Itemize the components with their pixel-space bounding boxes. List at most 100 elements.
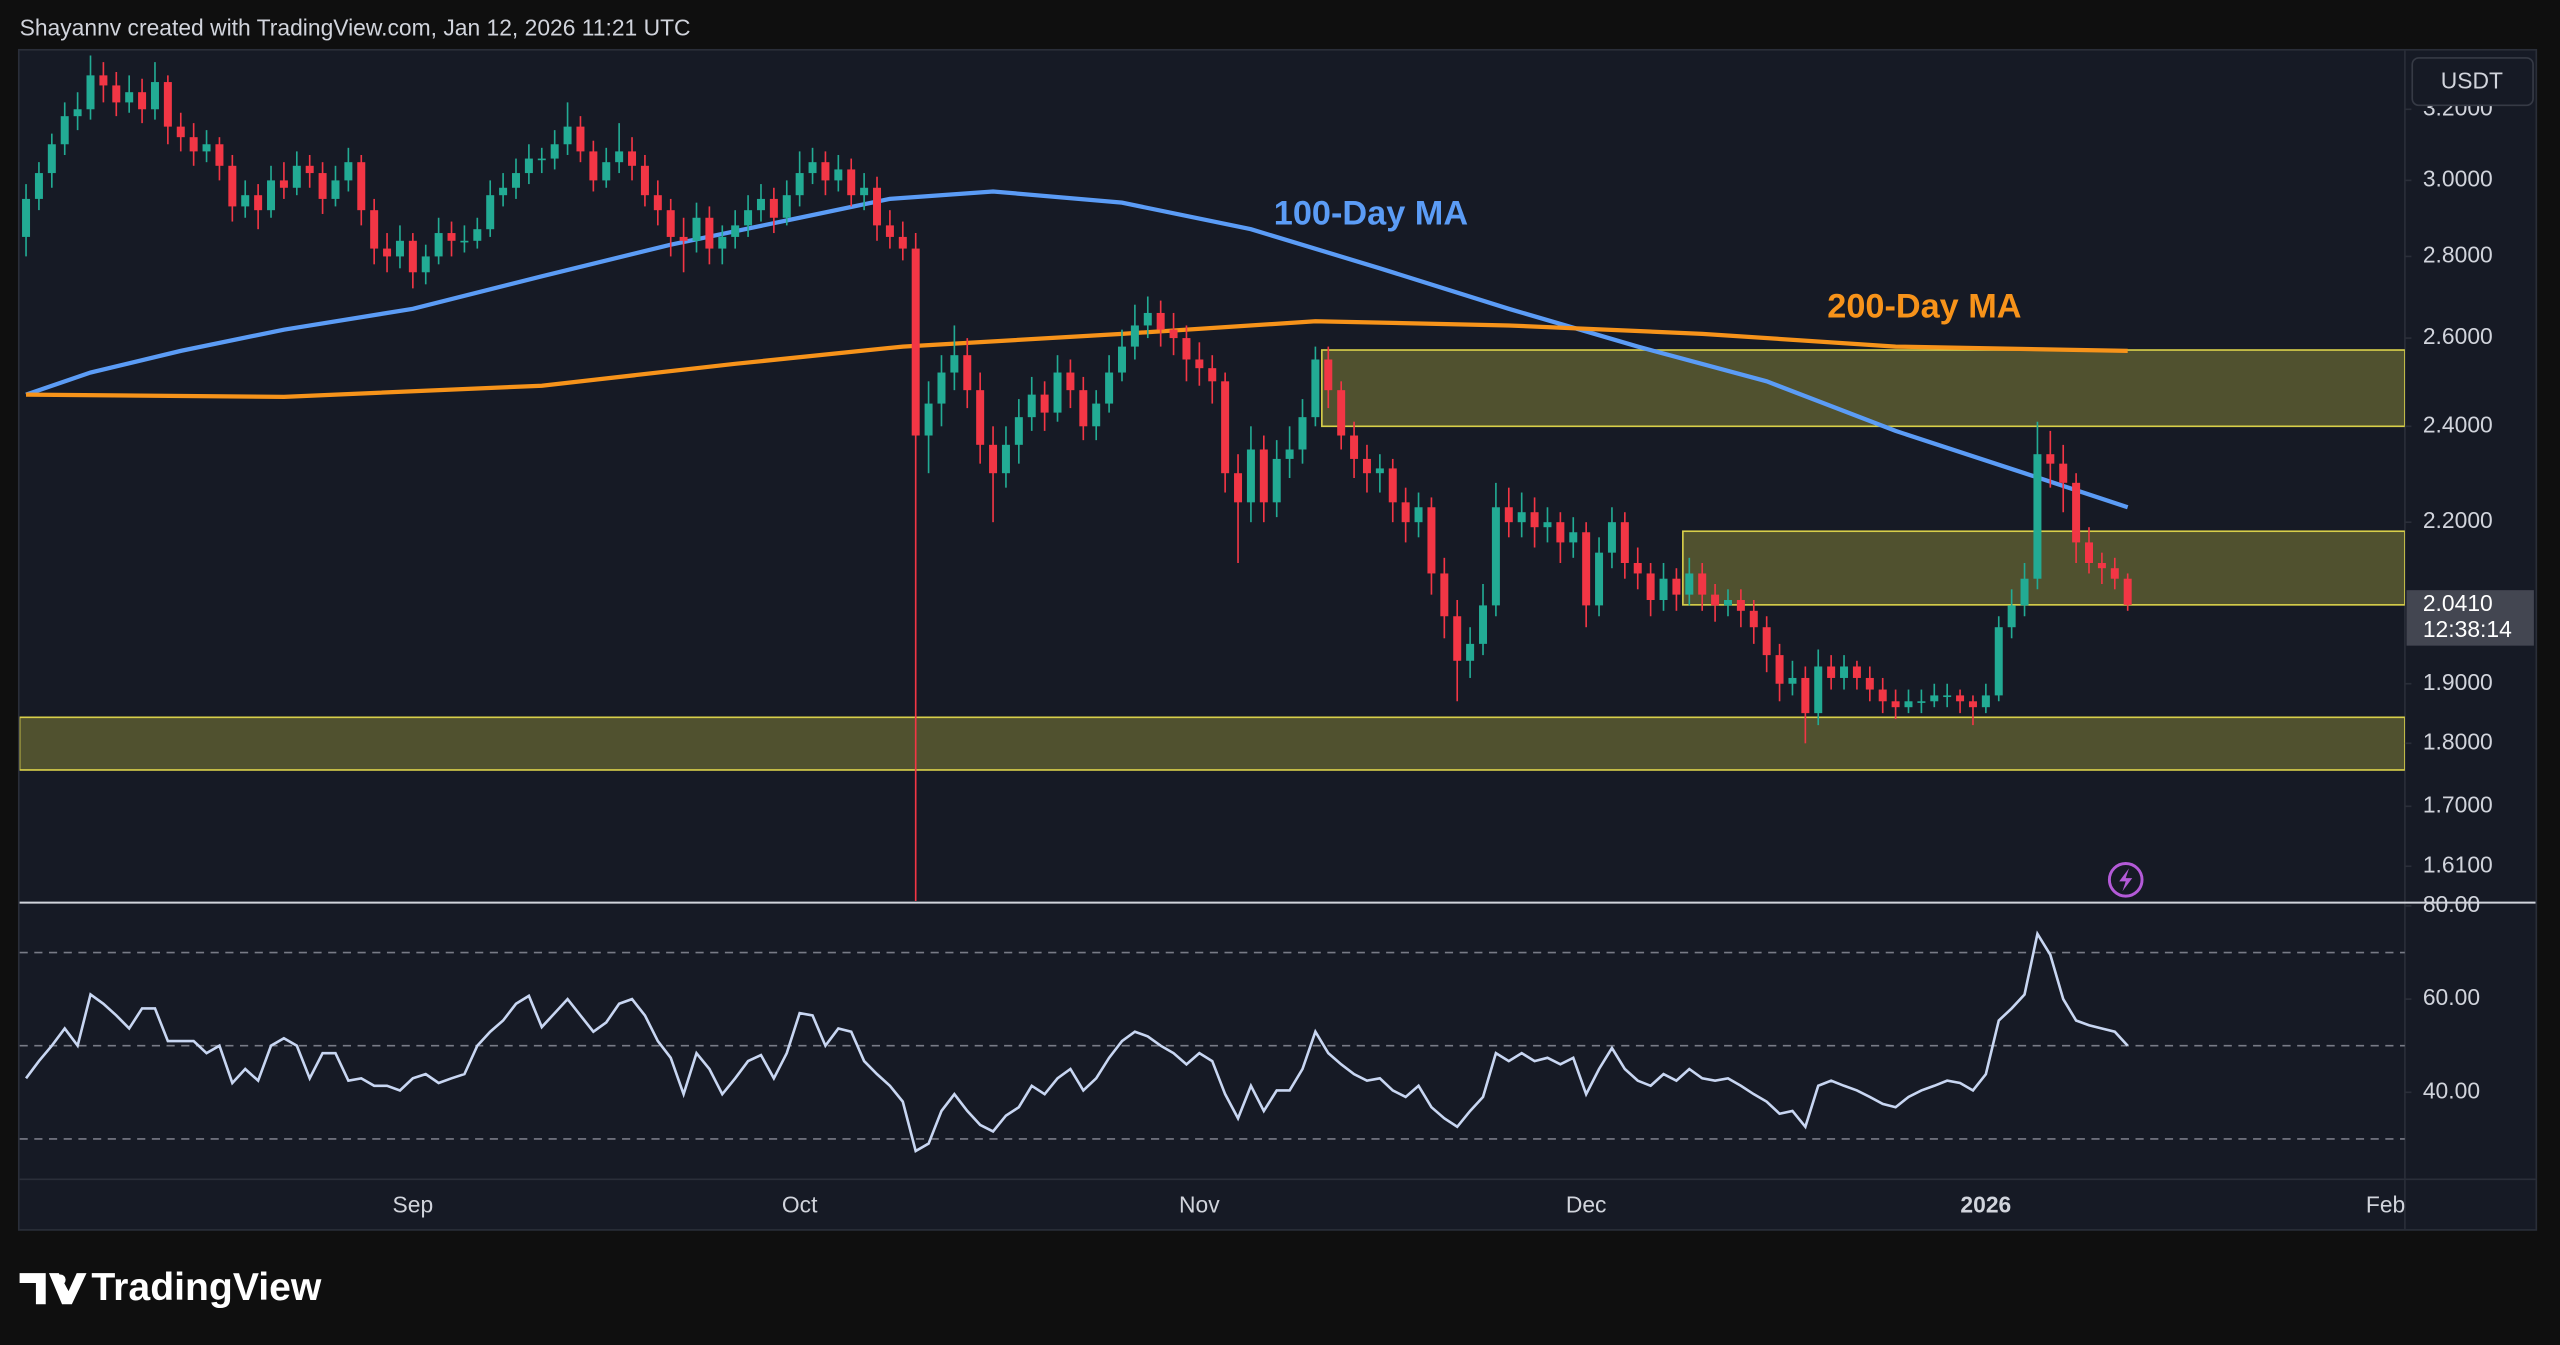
candle-body	[692, 217, 701, 241]
candle-body	[1040, 394, 1049, 413]
zone	[1682, 530, 2405, 606]
candle-body	[1659, 578, 1668, 601]
candle-body	[318, 173, 327, 199]
candle-body	[885, 225, 894, 237]
zone	[1321, 349, 2405, 428]
y-tick-label: 1.9000	[2423, 669, 2493, 695]
candle-body	[189, 137, 198, 152]
moving-average-line	[25, 189, 2129, 510]
candle-body	[331, 180, 340, 199]
candle-body	[989, 444, 998, 474]
candle-body	[2046, 454, 2055, 464]
y-tick-label: 2.2000	[2423, 507, 2493, 533]
candle-body	[279, 180, 288, 188]
ma-label: 200-Day MA	[1827, 288, 2021, 326]
candle-body	[679, 236, 688, 241]
y-tick-label: 3.0000	[2423, 165, 2493, 191]
candle-body	[1878, 689, 1887, 702]
candle-body	[460, 240, 469, 243]
candle-body	[1208, 368, 1217, 382]
candle-body	[795, 173, 804, 196]
candle-body	[1440, 573, 1449, 617]
candle-body	[1014, 417, 1023, 445]
candle-body	[911, 248, 920, 436]
rsi-pane	[19, 930, 2405, 1154]
candle-body	[1814, 666, 1823, 714]
candle-body	[22, 198, 31, 237]
candle-body	[357, 162, 366, 211]
candle-body	[2085, 542, 2094, 564]
price-tag-countdown: 12:38:14	[2423, 616, 2512, 642]
candle-body	[395, 240, 404, 257]
candle-body	[1466, 643, 1475, 661]
candle-body	[1968, 701, 1977, 708]
rsi-line	[24, 930, 2129, 1154]
ma-label: 100-Day MA	[1274, 195, 1468, 233]
candle-body	[305, 165, 314, 174]
currency-button[interactable]	[2411, 57, 2534, 107]
candle-body	[86, 75, 95, 110]
candle-body	[589, 151, 598, 181]
candle-body	[1169, 329, 1178, 339]
candle-body	[1324, 359, 1333, 391]
candle-body	[744, 210, 753, 226]
candle-body	[1156, 312, 1165, 330]
candle-body	[1685, 573, 1694, 595]
candle-body	[1736, 600, 1745, 611]
candle-body	[73, 109, 82, 117]
candle-body	[1956, 695, 1965, 702]
candle-body	[1001, 444, 1010, 474]
header-text: Shayannv created with TradingView.com, J…	[20, 14, 691, 40]
candle-body	[228, 165, 237, 207]
candle-body	[1775, 655, 1784, 684]
candle-body	[1195, 359, 1204, 369]
candle-body	[563, 126, 572, 145]
candle-body	[1388, 468, 1397, 503]
price-tag	[2406, 590, 2534, 646]
candle-body	[292, 165, 301, 188]
candle-body	[1401, 502, 1410, 523]
candle-body	[2033, 454, 2042, 579]
candle-body	[1943, 695, 1952, 698]
candle-body	[1865, 677, 1874, 690]
candle-body	[1646, 573, 1655, 601]
candle-body	[860, 187, 869, 196]
candle-body	[924, 403, 933, 436]
candle-body	[1827, 666, 1836, 678]
candle-body	[383, 248, 392, 257]
candle-body	[1556, 522, 1565, 543]
candle-body	[1801, 677, 1810, 714]
candle-body	[524, 158, 533, 174]
candle-body	[1917, 701, 1926, 703]
candle-body	[1298, 417, 1307, 450]
candle-body	[1130, 325, 1139, 347]
candle-body	[731, 225, 740, 237]
x-tick-label: Dec	[1566, 1191, 1607, 1217]
candle-body	[486, 195, 495, 230]
candle-body	[1285, 449, 1294, 459]
candle-body	[370, 210, 379, 249]
zone	[19, 716, 2405, 771]
candle-body	[202, 144, 211, 152]
candle-body	[241, 195, 250, 207]
candle-body	[847, 169, 856, 196]
candle-body	[47, 144, 56, 174]
candle-body	[1053, 372, 1062, 413]
candle-body	[1105, 372, 1114, 404]
candle-body	[163, 82, 172, 127]
price-pane	[19, 55, 2405, 902]
candle-body	[1504, 507, 1513, 523]
candle-body	[2123, 578, 2132, 605]
alert-icon[interactable]	[2107, 862, 2144, 898]
candle-body	[808, 162, 817, 174]
candle-body	[1891, 701, 1900, 708]
candle-body	[1904, 701, 1913, 708]
candle-body	[138, 92, 147, 110]
candle-body	[1517, 512, 1526, 523]
candle-body	[1930, 695, 1939, 702]
candle-body	[1350, 435, 1359, 459]
candle-body	[215, 144, 224, 166]
candle-body	[1711, 594, 1720, 606]
currency-label: USDT	[2441, 67, 2503, 93]
